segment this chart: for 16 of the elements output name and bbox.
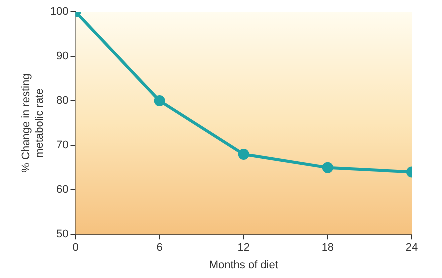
x-tick-label: 12 — [238, 242, 250, 254]
y-tick-label: 80 — [56, 95, 69, 108]
y-tick-label: 60 — [56, 184, 69, 196]
y-tick-label: 70 — [56, 140, 69, 152]
x-tick-label: 6 — [156, 242, 163, 254]
x-tick-label: 0 — [72, 242, 79, 254]
y-axis-title: % Change in resting metabolic rate — [20, 74, 46, 173]
x-tick-label: 18 — [322, 242, 334, 254]
x-tick-label: 24 — [406, 242, 418, 254]
point — [238, 148, 250, 160]
point — [322, 162, 334, 174]
y-tick-label: 50 — [56, 228, 69, 241]
point — [154, 96, 166, 107]
x-axis-title: Months of diet — [209, 259, 278, 272]
y-tick-label: 100 — [50, 6, 69, 18]
y-tick-label: 90 — [56, 50, 69, 63]
